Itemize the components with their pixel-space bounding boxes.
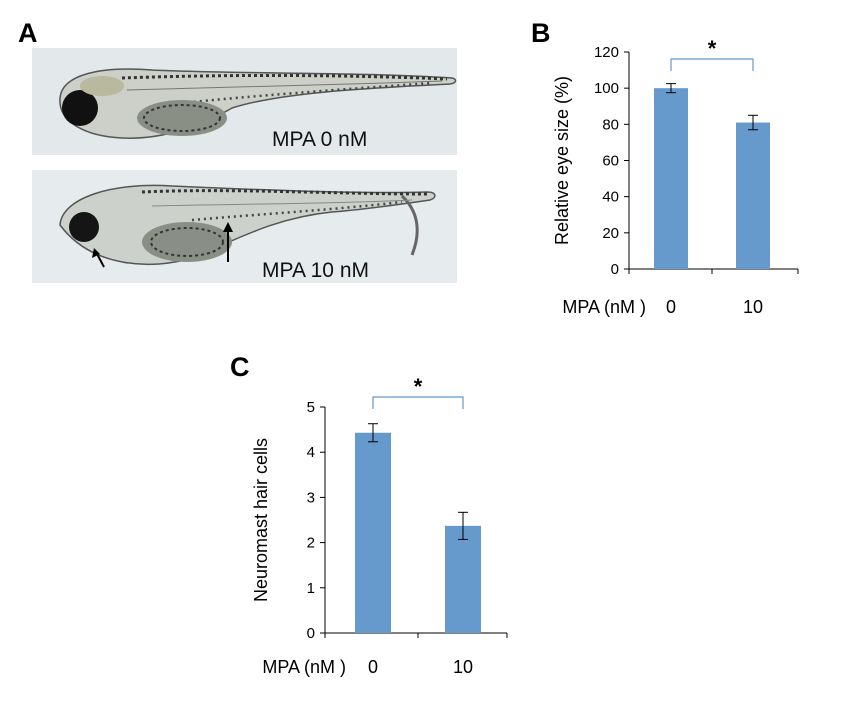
chart-b-bar-10 [736, 122, 770, 270]
panel-c-label: C [230, 352, 250, 382]
chart-b-x-axis-title: MPA (nM ) [562, 297, 646, 317]
larva-image-caption-control: MPA 0 nM [272, 128, 368, 151]
panel-b-label: B [531, 18, 551, 48]
chart-c-x-tick-label: 10 [453, 657, 473, 677]
chart-c-y-tick-label: 0 [307, 625, 315, 642]
chart-b-x-tick-label: 10 [743, 297, 763, 317]
chart-c-y-tick-label: 5 [307, 399, 315, 416]
chart-b-y-tick-label: 40 [602, 189, 619, 206]
larva-image-control [32, 48, 457, 155]
chart-c-significance-label: * [414, 374, 423, 399]
chart-b-y-tick-label: 80 [602, 116, 619, 133]
panel-a-label: A [18, 18, 38, 48]
chart-c-bar-10 [445, 525, 481, 633]
chart-b-y-tick-label: 120 [594, 44, 619, 61]
chart-c-significance-bracket [372, 396, 464, 409]
chart-b-y-tick-label: 100 [594, 80, 619, 97]
chart-c-x-axis-title: MPA (nM ) [262, 657, 346, 677]
chart-c-bar-0 [355, 432, 391, 633]
chart-c-y-tick-label: 1 [307, 580, 315, 597]
chart-c-y-axis-title: Neuromast hair cells [251, 438, 271, 602]
chart-b-y-tick-label: 0 [611, 261, 619, 278]
chart-c-y-tick-label: 2 [307, 535, 315, 552]
chart-b-significance-bracket [670, 58, 754, 71]
chart-b-significance-label: * [708, 36, 717, 61]
chart-b-y-tick-label: 20 [602, 225, 619, 242]
chart-b-y-tick-label: 60 [602, 153, 619, 170]
chart-c-x-tick-label: 0 [368, 657, 378, 677]
larva-image-caption-mpa: MPA 10 nM [262, 259, 369, 282]
chart-b-x-tick-label: 0 [666, 297, 676, 317]
chart-b-y-axis-title: Relative eye size (%) [552, 76, 572, 245]
chart-c-y-tick-label: 4 [307, 444, 315, 461]
larva-image-mpa [32, 170, 457, 283]
chart-b-bar-0 [654, 88, 688, 270]
chart-c-y-tick-label: 3 [307, 489, 315, 506]
